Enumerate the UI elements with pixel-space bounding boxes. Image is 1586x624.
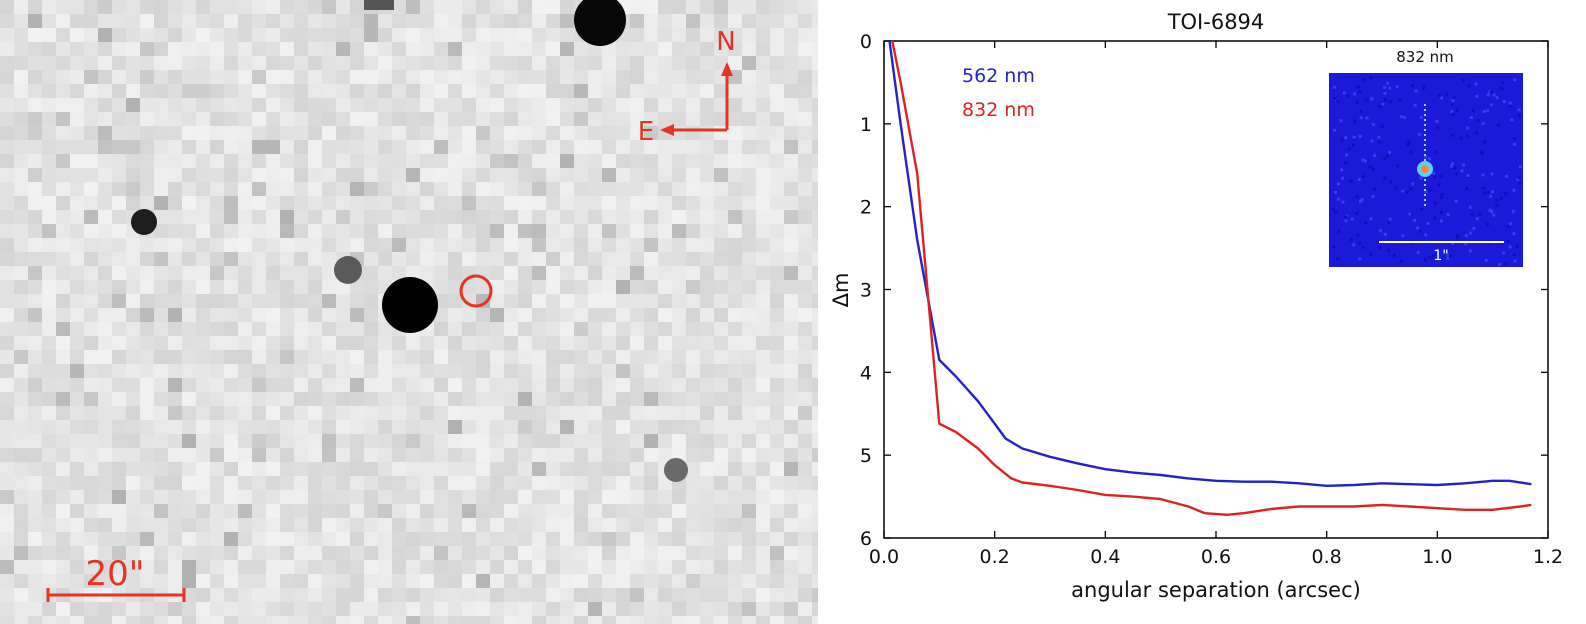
y-axis-label: Δm (829, 273, 853, 308)
y-tick-label: 5 (860, 445, 872, 467)
scale-bar (46, 588, 186, 602)
y-axis-ticks: 0 1 2 3 4 5 6 (860, 31, 1548, 550)
target-star (382, 277, 438, 333)
star-faint-lower (664, 458, 688, 482)
star-top-edge (364, 0, 394, 10)
series-line-562-nm (888, 40, 1532, 487)
inset-scale-label: 1" (1433, 248, 1448, 264)
series-line-832-nm (891, 40, 1532, 516)
target-marker-circle (459, 274, 493, 308)
x-tick-label: 0.2 (980, 546, 1010, 568)
compass-east-label: E (638, 117, 654, 147)
star-left (131, 209, 157, 235)
x-axis-label: angular separation (arcsec) (1071, 578, 1361, 602)
y-tick-label: 0 (860, 31, 872, 53)
star-top-right (574, 0, 626, 46)
x-tick-label: 1.0 (1422, 546, 1452, 568)
compass-north-label: N (716, 27, 735, 57)
x-tick-label: 0.0 (869, 546, 899, 568)
inset-speckle-image: 832 nm 1" (1329, 48, 1523, 267)
y-tick-label: 2 (860, 197, 872, 219)
legend-entry-832: 832 nm (962, 99, 1035, 121)
star-faint-center (334, 256, 362, 284)
y-tick-label: 1 (860, 114, 872, 136)
sky-image-panel: N E 20" (0, 0, 818, 624)
x-tick-label: 0.4 (1090, 546, 1120, 568)
contrast-curve-chart: TOI-6894 0.0 0.2 0.4 0.6 0.8 1.0 1.2 0 1 2 3 4 5 6 a… (829, 10, 1563, 602)
sky-background-pixels (0, 0, 818, 624)
x-tick-label: 0.8 (1312, 546, 1342, 568)
legend-entry-562: 562 nm (962, 65, 1035, 87)
inset-star-core (1421, 165, 1429, 173)
compass-arrows (660, 62, 733, 136)
y-tick-label: 3 (860, 280, 872, 302)
scale-bar-label: 20" (86, 554, 145, 594)
y-tick-label: 4 (860, 362, 872, 384)
x-tick-label: 1.2 (1533, 546, 1563, 568)
x-tick-label: 0.6 (1201, 546, 1231, 568)
y-tick-label: 6 (860, 528, 872, 550)
series-lines (888, 40, 1532, 516)
inset-title: 832 nm (1396, 48, 1454, 66)
chart-title: TOI-6894 (1167, 10, 1265, 34)
x-axis-ticks: 0.0 0.2 0.4 0.6 0.8 1.0 1.2 (869, 41, 1563, 568)
